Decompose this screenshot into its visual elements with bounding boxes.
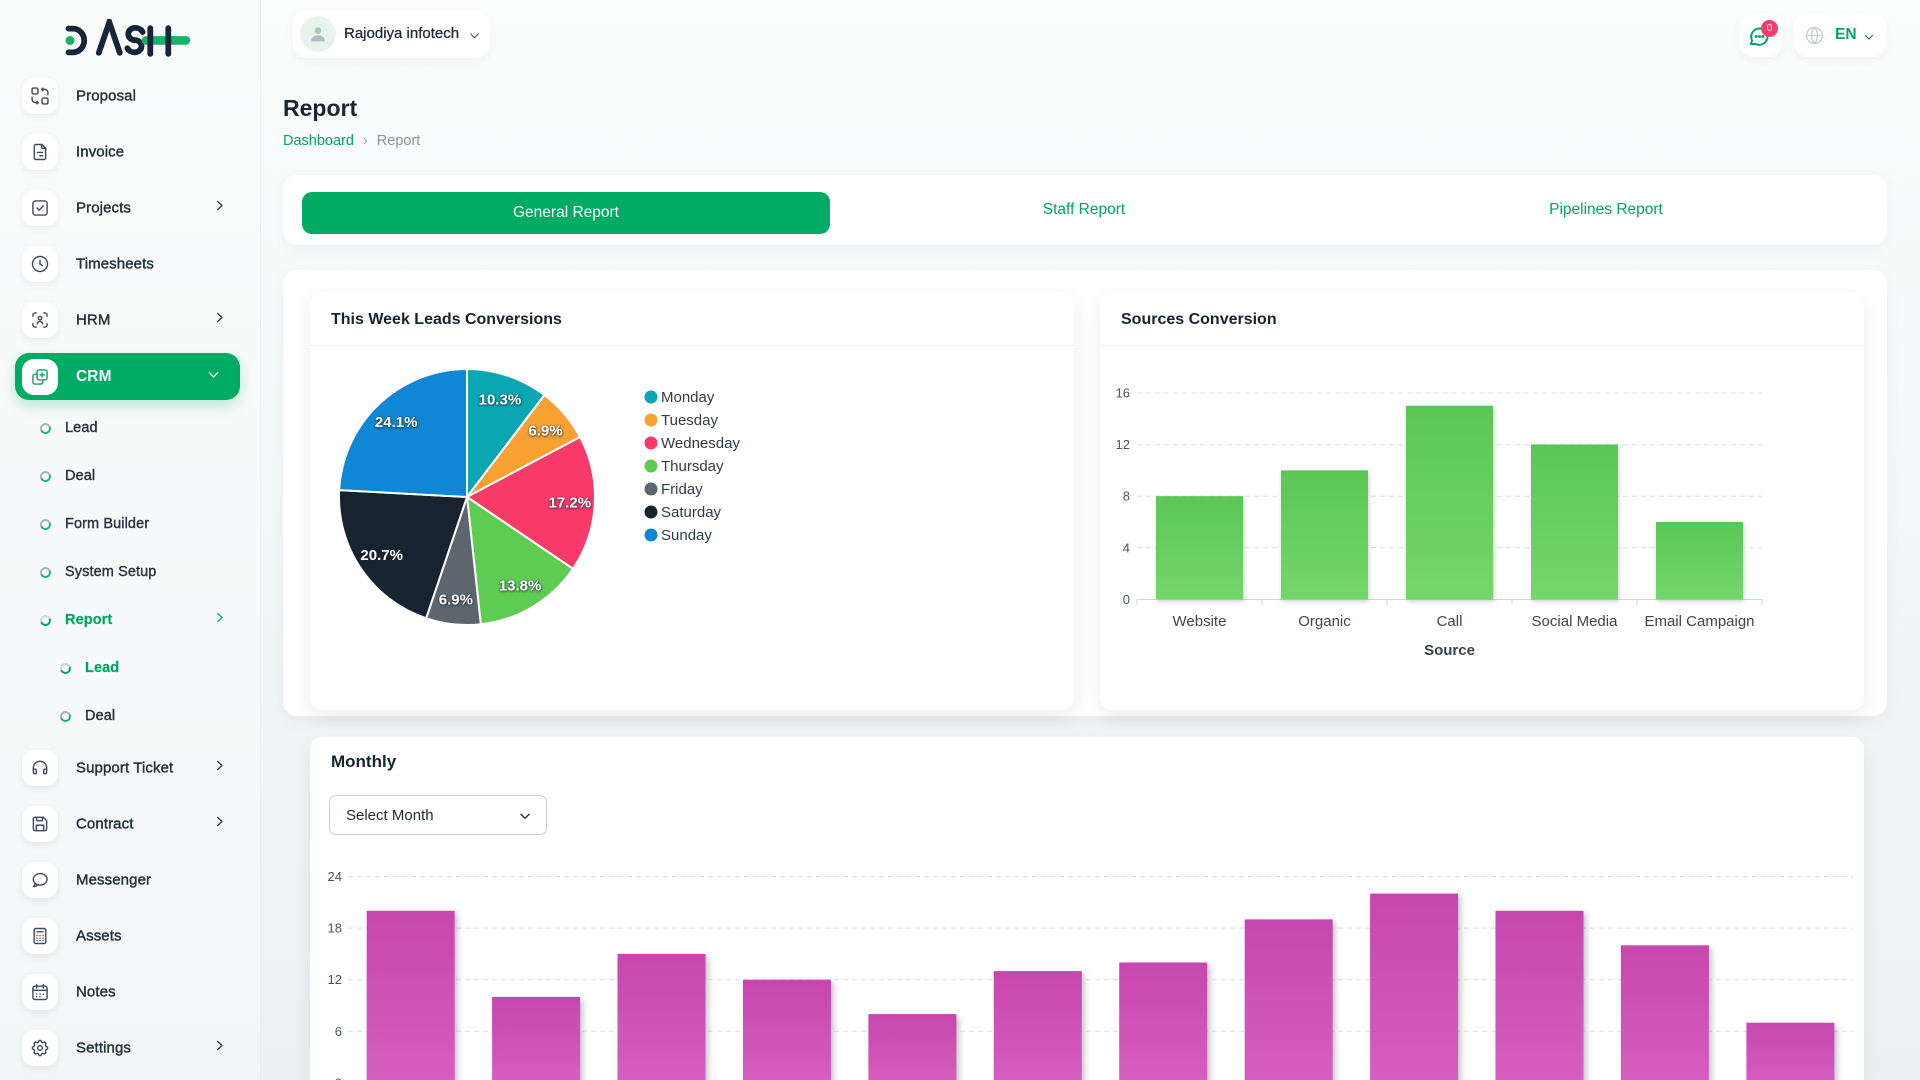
- svg-text:0: 0: [1123, 592, 1130, 607]
- svg-text:18: 18: [328, 921, 342, 936]
- svg-text:Thursday: Thursday: [661, 458, 724, 475]
- svg-text:17.2%: 17.2%: [549, 495, 592, 512]
- svg-text:Sunday: Sunday: [661, 527, 712, 544]
- svg-text:6.9%: 6.9%: [528, 422, 562, 439]
- svg-text:4: 4: [1123, 540, 1130, 555]
- svg-text:6.9%: 6.9%: [439, 591, 473, 608]
- svg-text:Call: Call: [1437, 613, 1463, 630]
- svg-text:13.8%: 13.8%: [499, 577, 542, 594]
- svg-text:24: 24: [328, 869, 342, 884]
- svg-text:12: 12: [1116, 437, 1130, 452]
- svg-text:20.7%: 20.7%: [360, 547, 403, 564]
- svg-text:Source: Source: [1424, 642, 1475, 659]
- svg-text:Monday: Monday: [661, 389, 715, 406]
- svg-text:Wednesday: Wednesday: [661, 435, 740, 452]
- svg-text:24.1%: 24.1%: [375, 414, 418, 431]
- svg-text:16: 16: [1116, 386, 1130, 401]
- svg-text:12: 12: [328, 972, 342, 987]
- svg-text:Email Campaign: Email Campaign: [1644, 613, 1754, 630]
- svg-text:Website: Website: [1173, 613, 1227, 630]
- svg-text:8: 8: [1123, 489, 1130, 504]
- svg-text:Friday: Friday: [661, 481, 703, 498]
- svg-text:Tuesday: Tuesday: [661, 412, 718, 429]
- svg-text:Organic: Organic: [1298, 613, 1351, 630]
- svg-text:6: 6: [335, 1024, 342, 1039]
- svg-text:0: 0: [335, 1076, 342, 1080]
- svg-text:Social Media: Social Media: [1532, 613, 1619, 630]
- svg-text:10.3%: 10.3%: [479, 391, 522, 408]
- svg-text:Saturday: Saturday: [661, 504, 722, 521]
